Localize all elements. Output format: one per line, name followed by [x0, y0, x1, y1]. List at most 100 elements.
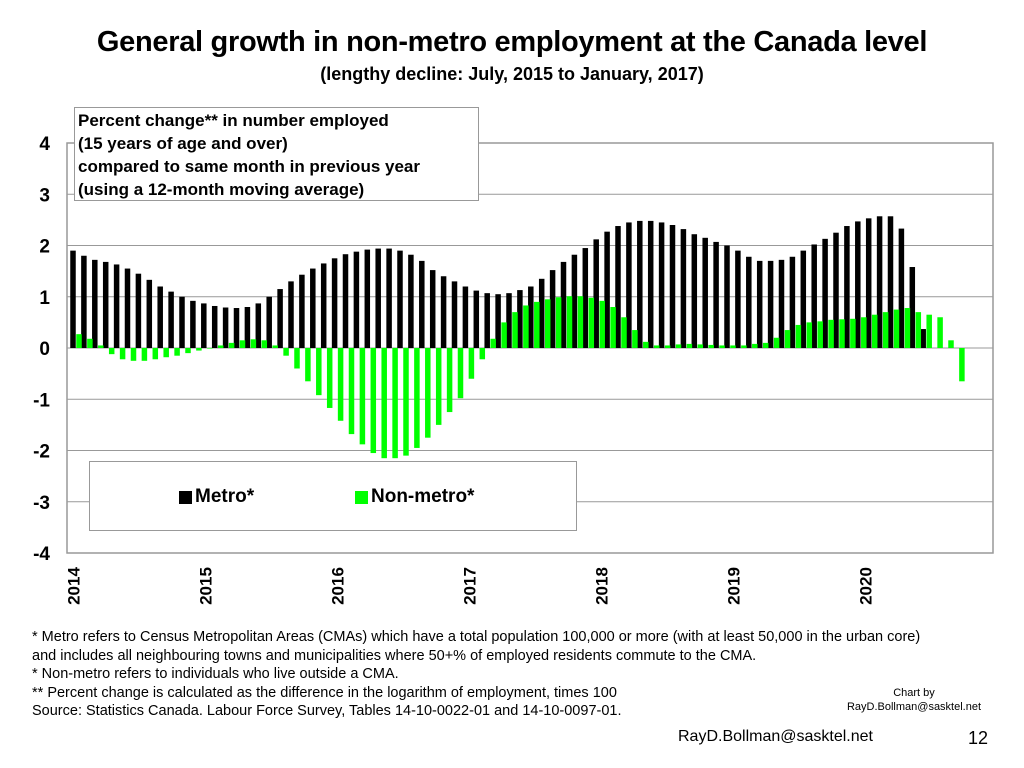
bar-metro — [288, 281, 294, 349]
bar-non-metro — [392, 348, 398, 459]
bar-non-metro — [697, 344, 704, 348]
footnote-line: and includes all neighbouring towns and … — [32, 647, 757, 664]
bar-metro — [735, 250, 741, 349]
bar-non-metro — [937, 317, 943, 348]
bar-non-metro — [730, 345, 736, 348]
bar-metro — [299, 274, 305, 348]
bar-non-metro — [784, 330, 791, 348]
bar-non-metro — [621, 317, 627, 348]
chart-note-box: Percent change** in number employed (15 … — [74, 107, 479, 201]
x-tick-label: 2020 — [856, 567, 875, 605]
bar-metro — [669, 225, 676, 348]
bar-metro — [582, 248, 589, 348]
bar-non-metro — [414, 348, 420, 448]
bar-metro — [549, 270, 556, 348]
bar-non-metro — [305, 348, 311, 382]
bar-metro — [157, 286, 163, 348]
legend-item-non-metro: Non-metro* — [355, 486, 474, 508]
chart-credit: Chart by RayD.Bollman@sasktel.net — [834, 686, 994, 714]
bar-non-metro — [98, 345, 104, 348]
legend-item-metro: Metro* — [179, 486, 254, 508]
bar-non-metro — [435, 348, 442, 425]
bar-metro — [920, 329, 926, 348]
bar-non-metro — [959, 348, 965, 382]
bar-non-metro — [741, 345, 747, 348]
bar-non-metro — [904, 308, 911, 348]
bar-metro — [102, 261, 109, 348]
x-tick-label: 2014 — [64, 567, 83, 605]
x-tick-label: 2018 — [592, 567, 611, 605]
bar-metro — [844, 226, 850, 348]
y-tick-label: 0 — [39, 339, 50, 360]
bar-metro — [680, 229, 687, 348]
bar-metro — [855, 221, 861, 348]
bar-non-metro — [185, 348, 191, 354]
bar-non-metro — [588, 297, 595, 348]
legend-label-non-metro: Non-metro* — [371, 486, 475, 507]
bar-metro — [833, 232, 839, 348]
bar-metro — [146, 279, 153, 348]
bar-metro — [375, 248, 381, 348]
footnote-line: * Metro refers to Census Metropolitan Ar… — [32, 629, 921, 645]
bar-non-metro — [207, 348, 213, 349]
x-tick-label: 2017 — [460, 567, 479, 605]
bar-non-metro — [348, 348, 355, 435]
bar-non-metro — [272, 345, 278, 348]
bar-non-metro — [534, 301, 540, 349]
bar-non-metro — [425, 348, 431, 438]
bar-non-metro — [566, 296, 573, 348]
chart-legend: Metro* Non-metro* — [89, 461, 577, 531]
bar-non-metro — [948, 340, 954, 348]
bar-metro — [244, 307, 251, 348]
bar-non-metro — [490, 338, 496, 348]
footnote-line: * Non-metro refers to individuals who li… — [32, 666, 399, 682]
bar-non-metro — [599, 300, 605, 348]
bar-non-metro — [773, 337, 780, 348]
bar-non-metro — [250, 339, 257, 348]
bar-metro — [277, 289, 283, 348]
bar-metro — [440, 276, 447, 348]
bar-non-metro — [403, 348, 409, 456]
bar-metro — [495, 294, 501, 348]
bar-metro — [168, 291, 174, 349]
footnotes: * Metro refers to Census Metropolitan Ar… — [32, 628, 1022, 721]
bar-non-metro — [643, 341, 649, 348]
bar-non-metro — [653, 345, 660, 348]
bar-metro — [822, 238, 828, 348]
bar-metro — [767, 260, 774, 349]
bar-non-metro — [839, 319, 845, 348]
bar-non-metro — [228, 342, 235, 349]
bar-metro — [560, 261, 567, 348]
bar-metro — [637, 220, 643, 348]
page-number: 12 — [968, 728, 989, 748]
bar-non-metro — [163, 348, 169, 358]
bar-non-metro — [817, 321, 823, 348]
x-tick-label: 2015 — [196, 567, 215, 605]
bar-metro — [179, 296, 185, 348]
bar-metro — [310, 268, 316, 348]
bar-metro — [713, 241, 719, 348]
y-tick-label: -2 — [33, 442, 50, 463]
bar-metro — [604, 231, 610, 348]
bar-non-metro — [577, 296, 584, 348]
bar-metro — [92, 259, 98, 348]
bar-non-metro — [76, 334, 82, 348]
bar-metro — [571, 254, 578, 348]
bar-non-metro — [446, 348, 453, 413]
bar-non-metro — [108, 348, 115, 355]
bar-metro — [331, 258, 338, 348]
credit-line: RayD.Bollman@sasktel.net — [846, 701, 982, 713]
credit-line: Chart by — [893, 687, 935, 699]
bar-metro — [386, 248, 392, 348]
footnote-line: ** Percent change is calculated as the d… — [32, 684, 617, 701]
bar-metro — [811, 244, 817, 348]
bar-metro — [647, 220, 654, 348]
footnote-line: Source: Statistics Canada. Labour Force … — [32, 703, 622, 719]
bar-non-metro — [882, 312, 889, 349]
x-tick-label: 2019 — [724, 567, 743, 605]
y-tick-label: 2 — [39, 237, 50, 258]
bar-metro — [211, 305, 218, 348]
bar-non-metro — [370, 348, 377, 454]
bar-metro — [397, 250, 403, 349]
bar-metro — [451, 281, 458, 349]
